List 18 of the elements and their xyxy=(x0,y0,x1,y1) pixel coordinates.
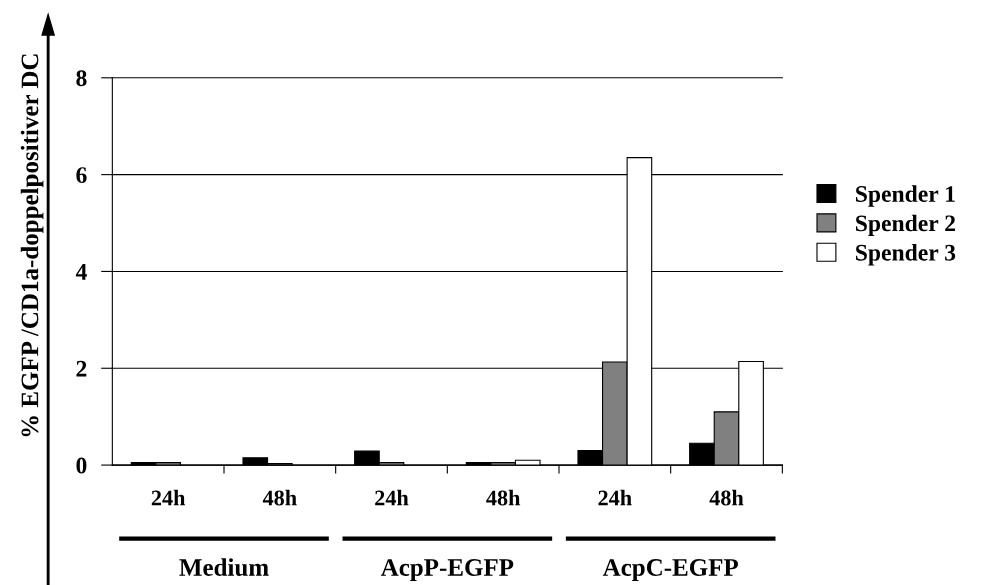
y-tick-label: 2 xyxy=(76,360,87,377)
x-tick-label: 48h xyxy=(262,489,297,506)
legend-label: Spender 3 xyxy=(856,244,956,266)
text: AcpP-EGFP xyxy=(380,559,514,581)
x-tick-label: 48h xyxy=(709,489,744,506)
legend-label: Spender 1 xyxy=(856,185,955,207)
x-tick-label: 24h xyxy=(598,489,632,506)
legend-label: Spender 2 xyxy=(856,214,956,237)
y-tick-label: 8 xyxy=(76,70,87,87)
y-tick-label: 4 xyxy=(75,264,87,280)
x-tick-label: 24h xyxy=(375,489,409,506)
x-tick-label: 48h xyxy=(486,489,521,506)
text: Medium xyxy=(179,558,269,576)
y-tick-label: 0 xyxy=(76,457,87,474)
x-tick-label: 24h xyxy=(151,489,186,506)
y-axis-title: % EGFP /CD1a-doppelpositiver DC xyxy=(20,54,44,437)
text: AcpC-EGFP xyxy=(602,559,739,581)
y-tick-label: 6 xyxy=(76,167,87,184)
